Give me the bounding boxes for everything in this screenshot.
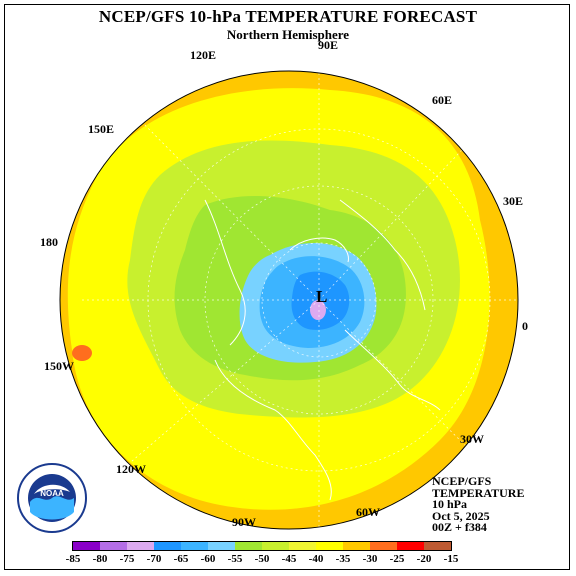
info-model: NCEP/GFS xyxy=(432,474,492,488)
map-subtitle: Northern Hemisphere xyxy=(226,27,350,42)
colorbar-tick-label: -65 xyxy=(173,553,189,565)
colorbar-tick-label: -70 xyxy=(146,553,162,565)
color-swatch xyxy=(397,542,424,550)
warm-spot-minus30 xyxy=(72,345,92,361)
lon-label-120w: 120W xyxy=(116,462,146,476)
info-cycle: 00Z + f384 xyxy=(432,520,487,534)
info-date: Oct 5, 2025 xyxy=(432,508,490,523)
colorbar-tick-label: -25 xyxy=(389,553,405,565)
colorbar-tick-label: -30 xyxy=(362,553,378,565)
noaa-logo: NOAA xyxy=(17,463,87,533)
map-title: NCEP/GFS 10-hPa TEMPERATURE FORECAST xyxy=(98,7,478,26)
lon-label-30w: 30W xyxy=(460,432,484,446)
color-swatch xyxy=(289,542,316,550)
colorbar-tick-label: -80 xyxy=(92,553,108,565)
colorbar-tick-label: -20 xyxy=(416,553,432,565)
colorbar-tick-label: -45 xyxy=(281,553,297,565)
color-swatch xyxy=(208,542,235,550)
forecast-info-block: NCEP/GFS TEMPERATURE 10 hPa Oct 5, 2025 … xyxy=(432,474,525,534)
lon-label-30e: 30E xyxy=(503,194,524,208)
color-swatch xyxy=(370,542,397,550)
color-scale-bar xyxy=(72,541,452,551)
lon-label-150e: 150E xyxy=(88,122,115,136)
color-swatch xyxy=(127,542,154,550)
color-swatch xyxy=(181,542,208,550)
colorbar-tick-label: -75 xyxy=(119,553,135,565)
colorbar-tick-label: -55 xyxy=(227,553,243,565)
cold-core-minus70 xyxy=(310,300,326,320)
lon-label-150w: 150W xyxy=(44,359,74,373)
lon-label-60w: 60W xyxy=(356,505,380,519)
colorbar-tick-label: -60 xyxy=(200,553,216,565)
graticule xyxy=(80,71,518,529)
figure-frame xyxy=(4,4,570,570)
colorbar-tick-label: -40 xyxy=(308,553,324,565)
color-swatch xyxy=(343,542,370,550)
lon-label-90w: 90W xyxy=(232,515,256,529)
colorbar-tick-label: -35 xyxy=(335,553,351,565)
map-border xyxy=(59,70,519,530)
colorbar-tick-label: -50 xyxy=(254,553,270,565)
color-swatch xyxy=(154,542,181,550)
temperature-field xyxy=(60,71,518,529)
low-pressure-marker: L xyxy=(316,287,328,306)
color-swatch xyxy=(316,542,343,550)
noaa-logo-text: NOAA xyxy=(40,489,64,498)
lon-label-90e: 90E xyxy=(318,38,339,52)
colorbar-tick-label: -15 xyxy=(443,553,459,565)
colorbar-tick-label: -85 xyxy=(65,553,81,565)
lon-label-60e: 60E xyxy=(432,93,453,107)
color-scale-ticks: -85 -80 -75 -70 -65 -60 -55 -50 -45 -40 -35 -30 -25-… xyxy=(0,553,576,567)
color-swatch xyxy=(73,542,100,550)
color-swatch xyxy=(424,542,451,550)
coastlines xyxy=(204,199,441,501)
lon-label-120e: 120E xyxy=(190,48,217,62)
info-level: 10 hPa xyxy=(432,497,468,511)
color-swatch xyxy=(100,542,127,550)
color-swatch xyxy=(262,542,289,550)
color-swatch xyxy=(235,542,262,550)
lon-label-180: 180 xyxy=(40,235,58,249)
lon-label-0: 0 xyxy=(522,319,528,333)
info-field: TEMPERATURE xyxy=(432,485,525,500)
